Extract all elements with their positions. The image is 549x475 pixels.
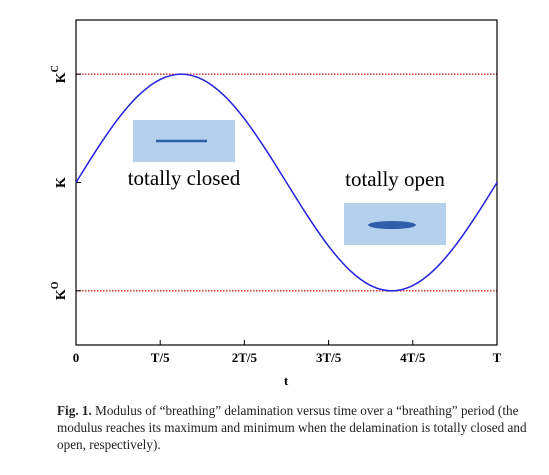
curve bbox=[75, 73, 498, 292]
y-tick-label: K bbox=[54, 177, 69, 188]
y-tick-label-base: K bbox=[54, 177, 69, 188]
x-tick-label: 4T/5 bbox=[400, 350, 426, 365]
y-tick-label-base: K bbox=[54, 289, 69, 300]
y-tick-label: KC bbox=[50, 65, 69, 83]
y-tick-label: KO bbox=[50, 281, 69, 300]
y-tick-label-sup: O bbox=[50, 281, 61, 289]
x-axis-label: t bbox=[284, 373, 289, 388]
x-tick-label: 0 bbox=[73, 350, 80, 365]
open-crack bbox=[368, 221, 416, 229]
x-tick-label: 3T/5 bbox=[316, 350, 342, 365]
y-tick-label-sup: C bbox=[50, 65, 61, 72]
x-tick-label: T/5 bbox=[151, 350, 170, 365]
x-tick-label: 2T/5 bbox=[232, 350, 258, 365]
x-tick-label: T bbox=[493, 350, 502, 365]
annotation: totally open bbox=[345, 167, 445, 191]
caption-text: Modulus of “breathing” delamination vers… bbox=[57, 403, 527, 452]
caption: Fig. 1. Modulus of “breathing” delaminat… bbox=[57, 402, 535, 453]
caption-label: Fig. 1. bbox=[57, 403, 92, 418]
y-tick-label-base: K bbox=[54, 72, 69, 83]
annotation: totally closed bbox=[128, 166, 241, 190]
